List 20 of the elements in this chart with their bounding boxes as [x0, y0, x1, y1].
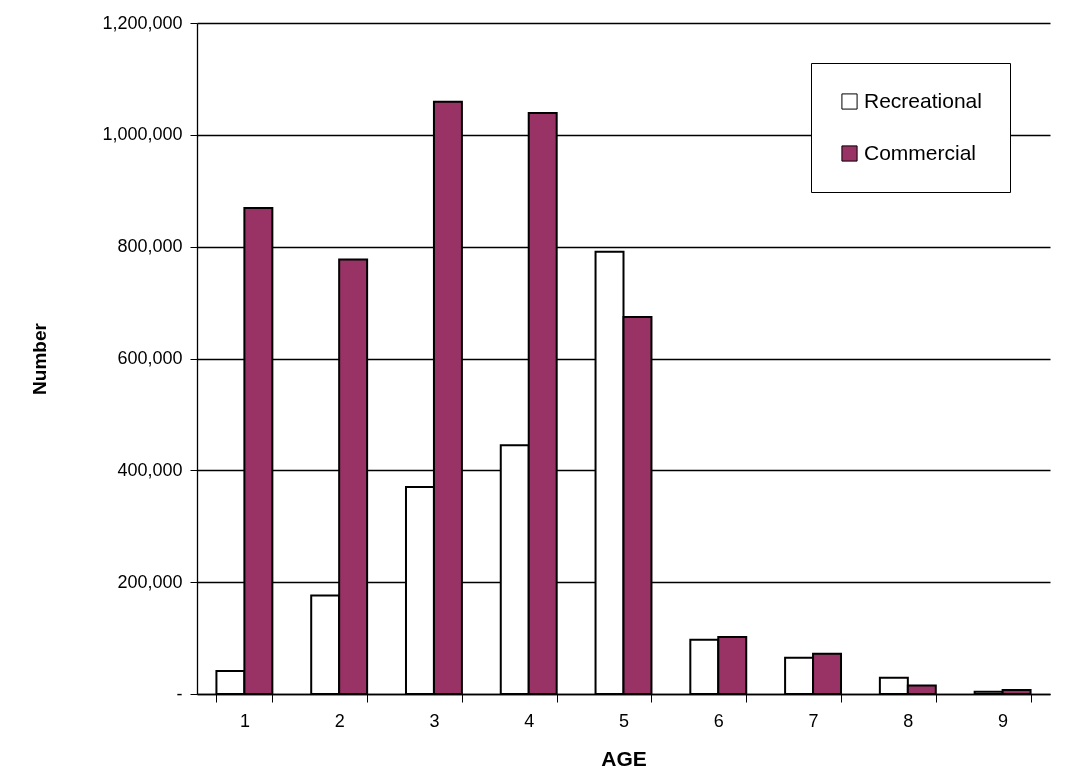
x-tick-label: 3 — [429, 710, 440, 731]
y-tick-label: 1,000,000 — [102, 124, 183, 145]
y-tick-label: 600,000 — [117, 348, 183, 368]
y-tick-label: 200,000 — [117, 571, 183, 592]
x-tick-label: 9 — [998, 710, 1009, 731]
y-tick-label: 400,000 — [117, 459, 183, 480]
x-tick-label: 1 — [239, 710, 250, 731]
x-tick-label: 4 — [524, 710, 535, 731]
x-tick-label: 2 — [334, 710, 345, 731]
x-tick-label: 5 — [618, 710, 630, 731]
x-axis-title: AGE — [601, 746, 647, 770]
y-tick-label: 800,000 — [117, 236, 183, 257]
y-tick-label: - — [176, 683, 183, 704]
y-axis-title: Number — [29, 322, 51, 395]
x-tick-label: 8 — [903, 710, 914, 731]
y-tick-label: 1,200,000 — [102, 12, 183, 33]
legend-label: Recreational — [864, 88, 982, 112]
x-tick-label: 7 — [808, 710, 819, 731]
x-tick-label: 6 — [713, 710, 724, 731]
legend-label: Commercial — [864, 140, 977, 164]
